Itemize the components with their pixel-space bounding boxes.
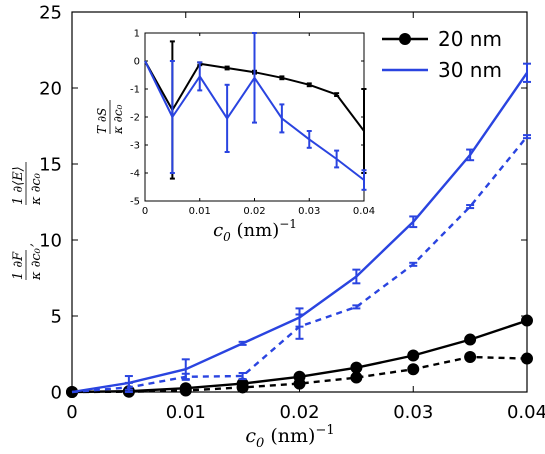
main-y-axis-label-part: 1 ∂⟨E⟩ bbox=[11, 166, 26, 205]
data-point bbox=[464, 333, 477, 346]
inset-y-axis-label: T ∂S κ ∂c₀ bbox=[95, 100, 125, 135]
main-y-axis-label-part: , bbox=[21, 243, 36, 247]
x-tick-label: 0.04 bbox=[353, 206, 375, 217]
x-tick-label: 0 bbox=[142, 206, 148, 217]
main-y-axis-label-part: κ ∂c₀ bbox=[29, 247, 44, 281]
x-tick-label: 0.02 bbox=[243, 206, 265, 217]
data-point bbox=[464, 351, 477, 364]
data-point bbox=[179, 384, 192, 397]
x-tick-label: 0.01 bbox=[166, 402, 206, 423]
legend-label-30nm: 30 nm bbox=[438, 58, 502, 82]
legend-marker-20nm bbox=[399, 33, 411, 45]
inset-y-axis-label-part: κ ∂c₀ bbox=[111, 104, 125, 135]
y-tick-label: 0 bbox=[51, 382, 62, 403]
y-tick-label: 0 bbox=[134, 57, 140, 68]
inset-ticks: 0 0.01 0.02 0.03 0.04 -5 -4 -3 -2 -1 0 1 bbox=[130, 29, 375, 218]
x-tick-label: 0.03 bbox=[393, 402, 433, 423]
data-point bbox=[236, 381, 249, 394]
y-tick-label: 5 bbox=[51, 306, 62, 327]
main-y-axis-label-part: 1 ∂F bbox=[11, 251, 26, 280]
data-point bbox=[350, 371, 363, 384]
inset-y-axis-label-text: T ∂S κ ∂c₀ bbox=[95, 100, 125, 135]
y-tick-label: 1 bbox=[134, 29, 140, 40]
inset-chart: 0 0.01 0.02 0.03 0.04-5-4-3-2-101 T ∂S κ ∂c₀ … bbox=[95, 29, 375, 245]
legend-label-20nm: 20 nm bbox=[438, 27, 502, 51]
x-tick-label: 0 bbox=[66, 402, 77, 423]
y-tick-label: -5 bbox=[130, 197, 140, 208]
main-x-axis-label: c0 (nm)−1 bbox=[245, 423, 334, 451]
y-tick-label: 10 bbox=[39, 230, 62, 251]
main-y-axis-label-part: κ ∂c₀ bbox=[29, 172, 44, 206]
x-tick-label: 0.01 bbox=[189, 206, 211, 217]
x-tick-label: 0.02 bbox=[279, 402, 319, 423]
main-y-axis-label-text: 1 ∂F κ ∂c₀,1 ∂⟨E⟩ κ ∂c₀ bbox=[11, 162, 44, 281]
data-point bbox=[407, 349, 420, 362]
y-tick-label: -3 bbox=[130, 141, 140, 152]
y-tick-label: -1 bbox=[130, 85, 140, 96]
data-point bbox=[407, 363, 420, 376]
y-tick-label: 15 bbox=[39, 154, 62, 175]
y-tick-label: -4 bbox=[130, 169, 140, 180]
data-point bbox=[521, 352, 533, 365]
y-tick-label: 25 bbox=[39, 2, 62, 23]
legend: 20 nm 30 nm bbox=[382, 27, 502, 82]
data-point bbox=[293, 377, 306, 390]
data-point bbox=[350, 361, 363, 374]
main-series bbox=[66, 62, 533, 398]
inset-series bbox=[144, 32, 367, 191]
y-tick-label: 20 bbox=[39, 78, 62, 99]
main-y-axis-label: 1 ∂F κ ∂c₀,1 ∂⟨E⟩ κ ∂c₀ bbox=[11, 162, 44, 281]
inset-y-axis-label-part: T ∂S bbox=[95, 108, 109, 134]
x-tick-label: 0.04 bbox=[507, 402, 545, 423]
x-tick-label: 0.03 bbox=[298, 206, 320, 217]
data-point bbox=[521, 314, 533, 327]
y-tick-label: -2 bbox=[130, 113, 140, 124]
